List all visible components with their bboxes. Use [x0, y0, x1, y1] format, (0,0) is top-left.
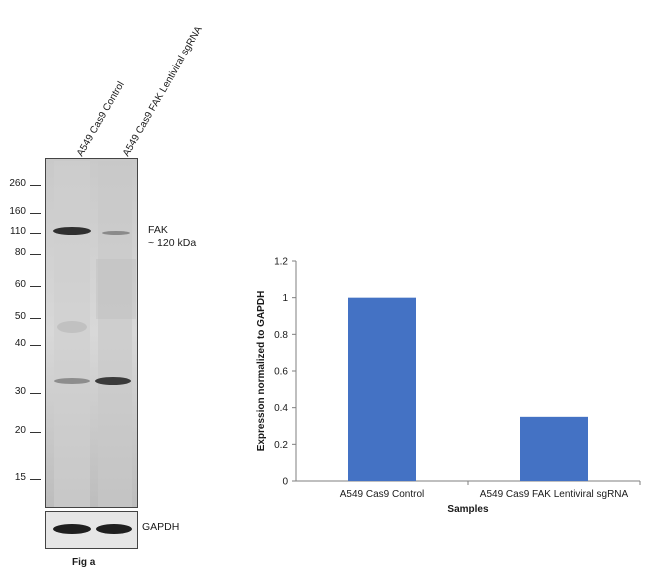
y-tick-label: 0.6 [274, 367, 288, 378]
blot-image-gapdh [45, 511, 138, 549]
blot-bands-main [46, 159, 137, 507]
mw-tick-260 [30, 185, 41, 186]
fak-band-control [53, 227, 91, 235]
band-30-knockout [95, 377, 131, 385]
mw-marker-30: 30 [14, 386, 26, 397]
y-tick-label: 1 [282, 293, 288, 304]
mw-marker-50: 50 [14, 311, 26, 322]
y-tick-label: 0.8 [274, 330, 288, 341]
x-category-label: A549 Cas9 Control [340, 489, 425, 500]
x-category-label: A549 Cas9 FAK Lentiviral sgRNA [480, 489, 629, 500]
y-tick-label: 0.2 [274, 440, 288, 451]
band-30-control [54, 378, 90, 384]
blot-image-main [45, 158, 138, 508]
mw-tick-110 [30, 233, 41, 234]
mw-marker-110: 110 [10, 226, 26, 237]
mw-marker-40: 40 [14, 338, 26, 349]
mw-tick-20 [30, 432, 41, 433]
fak-size-label: ~ 120 kDa [148, 237, 197, 249]
fak-band-knockout [102, 231, 130, 235]
mw-tick-50 [30, 318, 41, 319]
y-tick-label: 0.4 [274, 403, 288, 414]
mw-tick-160 [30, 213, 41, 214]
mw-tick-15 [30, 479, 41, 480]
mw-marker-20: 20 [14, 425, 26, 436]
mw-tick-80 [30, 254, 41, 255]
mw-tick-60 [30, 286, 41, 287]
gapdh-band-control [53, 524, 91, 534]
mw-marker-60: 60 [14, 279, 26, 290]
mw-marker-15: 15 [14, 472, 26, 483]
gapdh-bands [53, 524, 132, 534]
bar-2 [520, 416, 588, 481]
fak-target-label: FAK [148, 224, 168, 236]
chart-labels: 0 0.2 0.4 0.6 0.8 1 1.2 A549 Cas9 Control A549 C… [256, 257, 629, 516]
x-axis-title: Samples [447, 504, 489, 515]
mw-tick-40 [30, 345, 41, 346]
mw-marker-260: 260 [9, 178, 26, 189]
y-tick-label: 0 [282, 477, 288, 488]
mw-marker-160: 160 [9, 206, 26, 217]
y-tick-label: 1.2 [274, 257, 288, 268]
y-axis-title: Expression normalized to GAPDH [256, 291, 267, 452]
gapdh-label: GAPDH [142, 521, 180, 533]
mw-marker-80: 80 [14, 247, 26, 258]
figure-label: Fig a [72, 557, 96, 568]
chart-bars [348, 297, 588, 481]
gapdh-band-knockout [96, 524, 132, 534]
mw-tick-30 [30, 393, 41, 394]
bar-1 [348, 297, 416, 481]
